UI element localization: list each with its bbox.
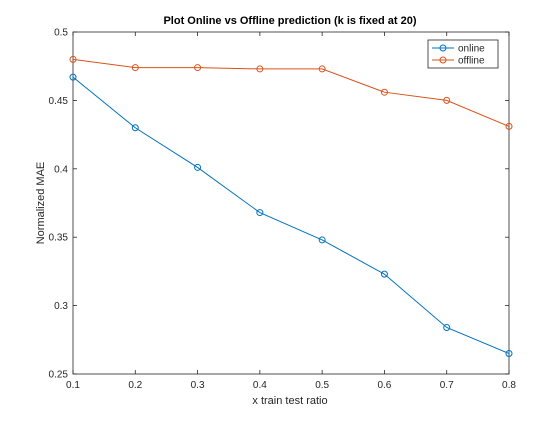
- series-line-offline: [72, 58, 510, 127]
- y-tick-label: 0.3: [54, 301, 68, 312]
- y-tick-label: 0.25: [49, 370, 69, 381]
- series-lines: [69, 55, 513, 357]
- x-tick-label: 0.3: [191, 380, 205, 391]
- legend-marker: [439, 56, 447, 64]
- series-offline: [69, 55, 513, 130]
- x-tick-label: 0.2: [128, 380, 142, 391]
- data-point-online: [131, 124, 139, 132]
- data-point-online: [380, 270, 388, 278]
- x-tick-label: 0.7: [440, 380, 454, 391]
- legend-marker: [439, 44, 447, 52]
- data-point-offline: [380, 88, 388, 96]
- data-point-online: [194, 163, 202, 171]
- legend-box: [427, 39, 499, 69]
- x-tick-label: 0.4: [253, 380, 267, 391]
- legend-item-offline: offline: [432, 56, 485, 67]
- x-axis-label: x train test ratio: [252, 395, 327, 407]
- data-point-offline: [256, 65, 264, 73]
- data-point-offline: [194, 64, 202, 72]
- x-tick-label: 0.8: [502, 380, 516, 391]
- data-point-offline: [443, 96, 451, 104]
- y-axis-label: Normalized MAE: [35, 162, 47, 245]
- data-point-offline: [505, 122, 513, 130]
- data-point-online: [256, 209, 264, 217]
- y-tick-label: 0.45: [49, 96, 69, 107]
- legend-item-online: online: [432, 44, 485, 55]
- data-point-offline: [69, 55, 77, 63]
- series-line-online: [72, 76, 510, 354]
- data-point-online: [505, 349, 513, 357]
- chart-title: Plot Online vs Offline prediction (k is …: [163, 15, 416, 27]
- series-online: [69, 73, 513, 357]
- data-point-online: [443, 323, 451, 331]
- x-tick-label: 0.1: [66, 380, 80, 391]
- x-tick-label: 0.5: [315, 380, 329, 391]
- data-point-online: [318, 236, 326, 244]
- axes: [72, 31, 510, 375]
- legend-label: online: [458, 44, 485, 55]
- data-point-offline: [318, 65, 326, 73]
- data-point-online: [69, 73, 77, 81]
- x-tick-label: 0.6: [377, 380, 391, 391]
- y-tick-label: 0.35: [49, 233, 69, 244]
- data-point-offline: [131, 64, 139, 72]
- y-tick-label: 0.4: [54, 164, 68, 175]
- y-tick-label: 0.5: [54, 28, 68, 39]
- ticks: 0.1 0.2 0.3 0.4 0.5 0.6 0.7 0.8 0.25 0.3 0.35 0.4 0.…: [49, 28, 517, 392]
- plot-area-box: [72, 31, 510, 375]
- legend-label: offline: [458, 56, 485, 67]
